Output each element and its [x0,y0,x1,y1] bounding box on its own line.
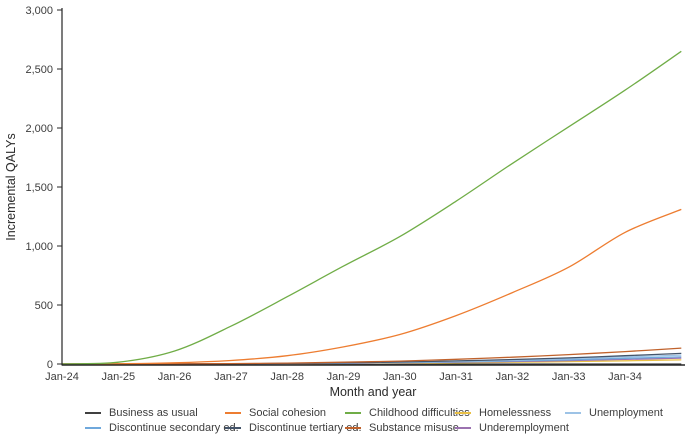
x-axis-title: Month and year [330,385,417,399]
series-line-childhood-difficulties [61,50,682,365]
legend-swatch [565,412,581,414]
legend-item-business-as-usual: Business as usual [85,407,198,419]
legend-label: Discontinue tertiary ed. [249,422,362,434]
legend-swatch [455,412,471,414]
legend-label: Substance misuse [369,422,459,434]
x-tick-label: Jan-34 [608,371,642,383]
legend-label: Homelessness [479,407,552,419]
legend-swatch [225,412,241,414]
legend-label: Social cohesion [249,407,327,419]
legend-label: Unemployment [589,407,663,419]
y-axis-title: Incremental QALYs [4,133,18,240]
y-tick-label: 3,000 [25,5,53,17]
legend-swatch [345,412,361,414]
legend-item-discontinue-secondary-ed-: Discontinue secondary ed. [85,422,239,434]
x-tick-label: Jan-28 [270,371,304,383]
legend-swatch [225,427,241,429]
y-tick-label: 1,500 [25,182,53,194]
series-line-social-cohesion [61,208,682,365]
x-tick-label: Jan-25 [101,371,135,383]
series-lines [61,50,682,365]
x-tick-label: Jan-30 [383,371,417,383]
series-line-substance-misuse [62,347,682,365]
x-tick-label: Jan-31 [439,371,473,383]
legend-item-unemployment: Unemployment [565,407,663,419]
incremental-qalys-line-chart: 0 500 1,000 1,500 2,000 2,500 3,000 Jan-24 Jan-2… [4,5,685,399]
x-tick-label: Jan-27 [214,371,248,383]
legend-item-substance-misuse: Substance misuse [345,422,459,434]
legend-swatch [85,412,101,414]
legend-swatch [455,427,471,429]
x-tick-label: Jan-33 [552,371,586,383]
legend-label: Business as usual [109,407,198,419]
legend-swatch [85,427,101,429]
legend-swatch [345,427,361,429]
axes [57,8,685,366]
tick-labels: 0 500 1,000 1,500 2,000 2,500 3,000 Jan-24 Jan-2… [25,5,641,383]
legend-label: Childhood difficulties [369,407,470,419]
legend-item-homelessness: Homelessness [455,407,551,419]
y-tick-label: 1,000 [25,241,53,253]
legend-label: Underemployment [479,422,569,434]
x-tick-label: Jan-32 [496,371,530,383]
y-tick-label: 2,000 [25,123,53,135]
legend-label: Discontinue secondary ed. [109,422,239,434]
y-tick-label: 2,500 [25,64,53,76]
y-tick-label: 500 [35,300,53,312]
legend-item-social-cohesion: Social cohesion [225,407,326,419]
x-tick-label: Jan-29 [327,371,361,383]
legend-item-discontinue-tertiary-ed-: Discontinue tertiary ed. [225,422,362,434]
x-tick-label: Jan-26 [158,371,192,383]
y-tick-label: 0 [47,359,53,371]
x-tick-label: Jan-24 [45,371,79,383]
legend-item-underemployment: Underemployment [455,422,569,434]
legend-item-childhood-difficulties: Childhood difficulties [345,407,470,419]
